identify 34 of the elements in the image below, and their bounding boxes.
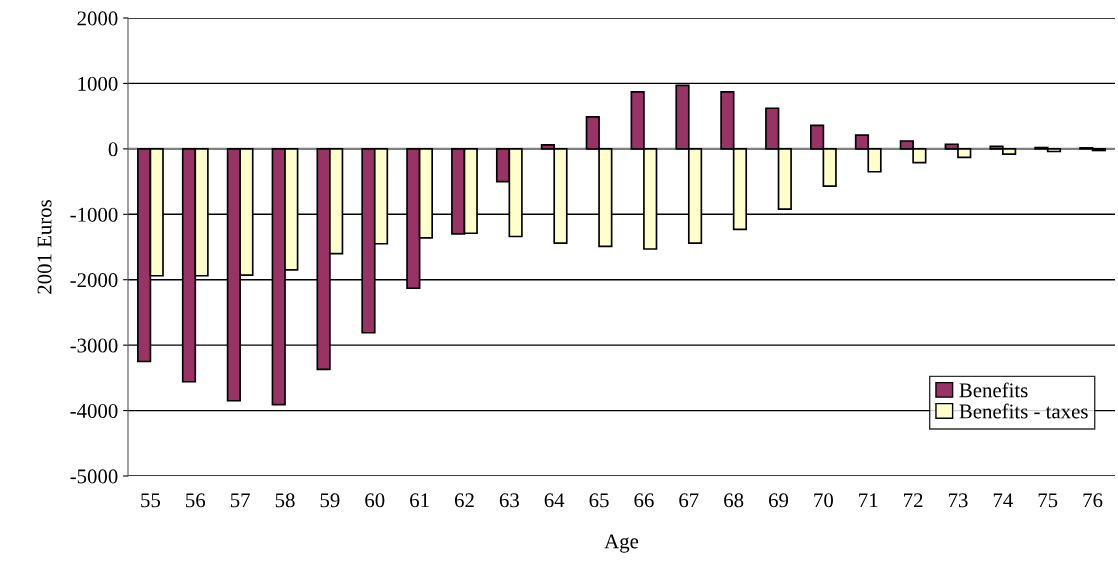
x-tick-label: 70 <box>814 493 834 508</box>
x-tick-label: 61 <box>410 493 429 508</box>
x-tick-label: 66 <box>634 493 654 508</box>
y-tick-label: 0 <box>108 142 118 157</box>
x-axis-title: Age <box>604 534 639 553</box>
legend-label: Benefits <box>959 382 1028 398</box>
y-tick-label: -3000 <box>70 338 118 353</box>
y-tick-label: -2000 <box>70 273 118 288</box>
y-tick-label: -1000 <box>70 207 118 222</box>
x-tick-label: 72 <box>904 493 923 508</box>
x-tick-label: 76 <box>1083 493 1103 508</box>
x-tick-label: 75 <box>1038 493 1058 508</box>
x-tick-label: 73 <box>948 493 968 508</box>
x-tick-label: 65 <box>589 493 609 508</box>
x-tick-label: 74 <box>993 493 1013 508</box>
x-tick-label: 63 <box>499 493 519 508</box>
x-tick-label: 59 <box>320 493 340 508</box>
x-tick-label: 60 <box>365 493 385 508</box>
y-axis-title: 2001 Euros <box>37 200 52 294</box>
y-tick-label: 2000 <box>77 11 118 26</box>
x-tick-label: 55 <box>141 493 161 508</box>
y-tick-label: 1000 <box>78 76 118 91</box>
x-tick-label: 69 <box>769 493 789 508</box>
x-tick-label: 67 <box>679 493 699 508</box>
x-tick-label: 64 <box>544 493 565 508</box>
legend-label: Benefits - taxes <box>959 403 1088 419</box>
x-tick-label: 62 <box>454 493 474 508</box>
x-tick-label: 56 <box>186 493 206 508</box>
y-tick-label: -5000 <box>70 469 118 484</box>
y-tick-label: -4000 <box>70 403 118 418</box>
x-tick-label: 58 <box>275 493 295 508</box>
x-tick-label: 71 <box>859 493 878 508</box>
x-tick-label: 57 <box>230 493 250 508</box>
x-tick-label: 68 <box>724 493 744 508</box>
